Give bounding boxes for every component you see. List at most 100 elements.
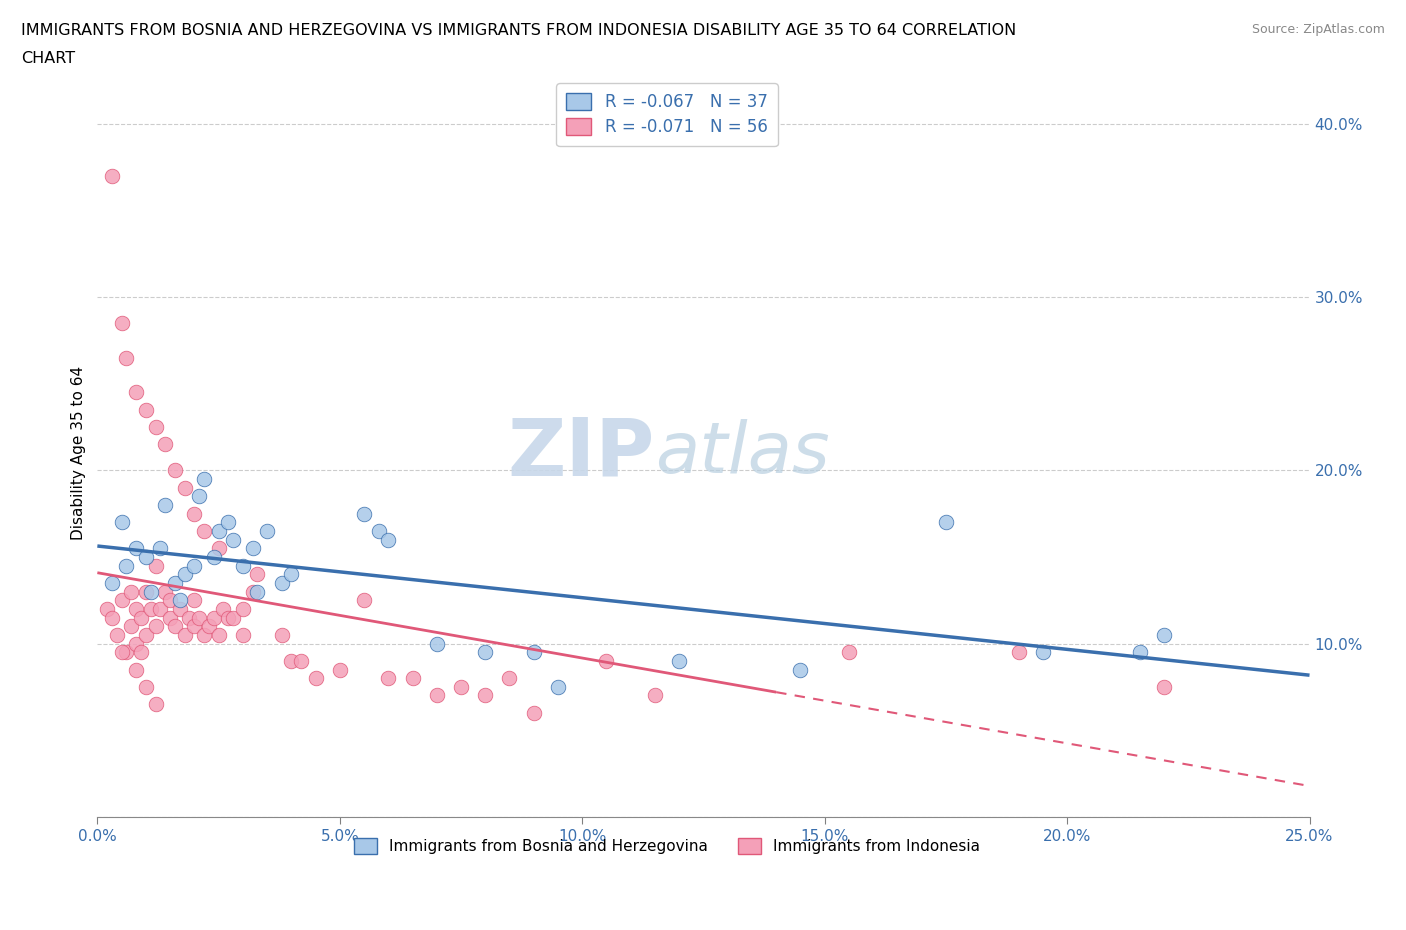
Point (125, 662, 148, 677)
Point (120, 584, 142, 599)
Point (377, 671, 399, 685)
Point (145, 697, 167, 711)
Point (120, 618, 142, 633)
Point (193, 472, 215, 486)
Point (1153, 628, 1175, 643)
Point (101, 576, 124, 591)
Point (115, 644, 138, 659)
Point (401, 671, 423, 685)
Point (789, 662, 811, 677)
Point (668, 654, 690, 669)
Point (217, 515, 239, 530)
Point (169, 592, 191, 607)
Point (135, 680, 157, 695)
Point (217, 610, 239, 625)
Point (426, 636, 449, 651)
Point (595, 654, 617, 669)
Point (145, 558, 167, 573)
Point (242, 584, 264, 599)
Point (232, 558, 254, 573)
Point (474, 644, 496, 659)
Point (280, 566, 302, 581)
Point (163, 576, 186, 591)
Point (256, 524, 278, 538)
Point (145, 419, 167, 434)
Point (135, 628, 157, 643)
Legend: Immigrants from Bosnia and Herzegovina, Immigrants from Indonesia: Immigrants from Bosnia and Herzegovina, … (347, 831, 987, 860)
Point (135, 584, 157, 599)
Point (101, 610, 124, 625)
Point (173, 480, 195, 495)
Point (202, 550, 225, 565)
Point (198, 618, 221, 633)
Point (139, 602, 162, 617)
Point (644, 688, 666, 703)
Point (125, 541, 148, 556)
Point (125, 636, 148, 651)
Point (498, 671, 520, 685)
Point (246, 566, 269, 581)
Point (163, 618, 186, 633)
Text: ZIP: ZIP (508, 414, 655, 492)
Point (159, 592, 181, 607)
Point (1153, 680, 1175, 695)
Point (270, 628, 292, 643)
Point (222, 532, 245, 547)
Point (377, 532, 399, 547)
Point (183, 506, 205, 521)
Point (183, 618, 205, 633)
Point (450, 680, 472, 695)
Point (110, 644, 132, 659)
Point (188, 489, 211, 504)
Point (1129, 644, 1152, 659)
Point (183, 592, 205, 607)
Point (353, 506, 375, 521)
Point (110, 515, 132, 530)
Point (183, 558, 205, 573)
Point (329, 662, 352, 677)
Point (110, 592, 132, 607)
Text: IMMIGRANTS FROM BOSNIA AND HERZEGOVINA VS IMMIGRANTS FROM INDONESIA DISABILITY A: IMMIGRANTS FROM BOSNIA AND HERZEGOVINA V… (21, 23, 1017, 38)
Point (523, 705, 546, 720)
Point (212, 602, 235, 617)
Point (547, 680, 569, 695)
Point (155, 437, 177, 452)
Point (110, 316, 132, 331)
Point (129, 610, 152, 625)
Point (169, 602, 191, 617)
Point (139, 584, 162, 599)
Point (163, 463, 186, 478)
Point (207, 524, 229, 538)
Point (193, 524, 215, 538)
Point (270, 576, 292, 591)
Point (232, 628, 254, 643)
Point (935, 515, 957, 530)
Point (1032, 644, 1054, 659)
Point (155, 584, 177, 599)
Point (179, 610, 201, 625)
Y-axis label: Disability Age 35 to 64: Disability Age 35 to 64 (72, 366, 86, 540)
Point (135, 403, 157, 418)
Point (159, 610, 181, 625)
Point (353, 592, 375, 607)
Point (129, 644, 152, 659)
Point (838, 644, 860, 659)
Point (115, 351, 138, 365)
Point (173, 628, 195, 643)
Point (173, 566, 195, 581)
Point (125, 385, 148, 400)
Text: CHART: CHART (21, 51, 75, 66)
Point (207, 541, 229, 556)
Point (246, 584, 269, 599)
Point (101, 168, 124, 183)
Point (188, 610, 211, 625)
Point (1007, 644, 1029, 659)
Point (426, 688, 449, 703)
Point (125, 602, 148, 617)
Point (115, 558, 138, 573)
Point (149, 602, 172, 617)
Point (155, 498, 177, 512)
Point (207, 628, 229, 643)
Point (523, 644, 546, 659)
Point (202, 610, 225, 625)
